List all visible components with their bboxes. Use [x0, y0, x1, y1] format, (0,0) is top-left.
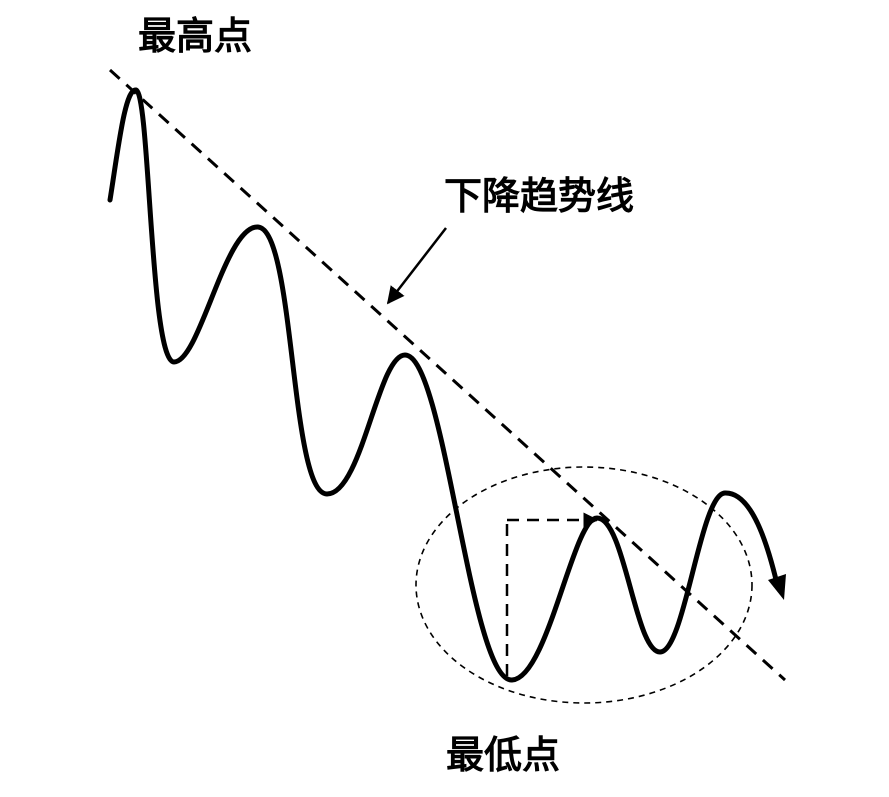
- trendline-pointer-arrow: [386, 227, 447, 305]
- downtrend-line: [108, 68, 787, 682]
- wave-end-arrowhead: [768, 574, 786, 600]
- downtrend-line-label: 下降趋势线: [444, 174, 635, 218]
- lowest-point-label: 最低点: [446, 733, 561, 777]
- price-wave: [107, 87, 781, 683]
- bottom-region-ellipse: [415, 466, 753, 704]
- highest-point-label: 最高点: [138, 14, 253, 58]
